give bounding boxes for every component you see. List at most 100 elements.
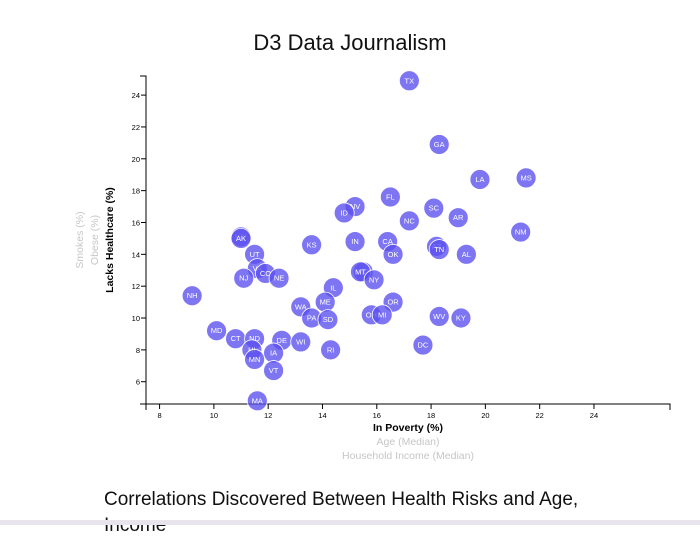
state-point[interactable]: KS: [301, 234, 323, 256]
state-circle[interactable]: [206, 320, 227, 342]
y-tick-label: 14: [132, 250, 140, 259]
state-circle[interactable]: [246, 390, 268, 412]
state-circle[interactable]: [398, 210, 420, 232]
state-point[interactable]: SD: [317, 309, 339, 331]
state-circle[interactable]: [412, 334, 434, 356]
y-axis-line: [140, 75, 147, 405]
state-circle[interactable]: [428, 306, 450, 327]
state-point[interactable]: NH: [181, 285, 203, 307]
y-tick-label: 12: [132, 282, 140, 291]
state-point[interactable]: SC: [423, 197, 445, 219]
state-circle[interactable]: [447, 207, 469, 229]
state-point[interactable]: TX: [398, 70, 420, 92]
state-point[interactable]: WV: [428, 306, 450, 327]
data-points: TXGALAMSFLNVIDSCNCARNMWYAKKSINCAAZTNOKAL…: [181, 70, 537, 412]
x-tick-label: 24: [590, 411, 598, 420]
state-point[interactable]: IA: [263, 342, 285, 364]
axis-titles: In Poverty (%) Age (Median) Household Inco…: [74, 187, 474, 462]
state-circle[interactable]: [290, 331, 312, 353]
state-point[interactable]: KY: [450, 307, 472, 329]
x-axis-title[interactable]: Age (Median): [376, 436, 439, 448]
state-circle[interactable]: [230, 228, 252, 249]
state-circle[interactable]: [314, 291, 336, 313]
state-point[interactable]: ME: [314, 291, 336, 313]
state-circle[interactable]: [423, 197, 445, 219]
state-circle[interactable]: [317, 309, 339, 331]
state-circle[interactable]: [428, 134, 450, 155]
state-point[interactable]: NJ: [233, 267, 255, 289]
y-axis-title[interactable]: Obese (%): [89, 215, 101, 265]
state-circle[interactable]: [263, 360, 285, 381]
x-axis: 8 10 12 14 16 18 20 22 24: [145, 403, 671, 420]
state-point[interactable]: NE: [268, 267, 290, 289]
state-point[interactable]: AK: [230, 228, 252, 249]
state-point[interactable]: LA: [469, 169, 491, 190]
page-title: D3 Data Journalism: [253, 30, 447, 55]
state-point[interactable]: VT: [263, 360, 285, 381]
state-circle[interactable]: [469, 169, 491, 190]
state-point[interactable]: IN: [344, 231, 366, 252]
state-circle[interactable]: [333, 202, 355, 224]
state-point[interactable]: OK: [382, 243, 404, 265]
state-circle[interactable]: [268, 267, 290, 289]
state-point[interactable]: TN: [428, 239, 450, 260]
state-circle[interactable]: [398, 70, 420, 92]
x-tick-label: 12: [264, 411, 272, 420]
state-circle[interactable]: [510, 221, 532, 243]
y-tick-label: 6: [136, 378, 140, 387]
y-axis-title[interactable]: Smokes (%): [74, 211, 86, 268]
state-circle[interactable]: [428, 239, 450, 260]
state-circle[interactable]: [382, 243, 404, 265]
state-circle[interactable]: [263, 342, 285, 364]
state-point[interactable]: NY: [363, 269, 385, 291]
x-tick-label: 16: [373, 411, 381, 420]
state-point[interactable]: RI: [320, 339, 342, 361]
state-point[interactable]: NM: [510, 221, 532, 243]
y-axis: 6 8 10 12 14 16 18 20 22 24: [132, 75, 147, 405]
x-tick-label: 8: [157, 411, 161, 420]
state-point[interactable]: MN: [244, 349, 266, 370]
state-circle[interactable]: [371, 304, 393, 326]
state-circle[interactable]: [515, 167, 537, 189]
state-point[interactable]: MI: [371, 304, 393, 326]
y-tick-label: 20: [132, 155, 140, 164]
x-tick-label: 20: [481, 411, 489, 420]
state-circle[interactable]: [244, 349, 266, 370]
state-circle[interactable]: [455, 243, 477, 265]
state-circle[interactable]: [181, 285, 203, 307]
x-tick-label: 22: [536, 411, 544, 420]
scatter-chart: 6 8 10 12 14 16 18 20 22 24 8 10 12 14 16 18 20 22 24 TX G…: [74, 70, 671, 462]
analysis-heading: Correlations Discovered Between Health R…: [104, 489, 579, 536]
state-point[interactable]: AL: [455, 243, 477, 265]
x-axis-line: [145, 403, 671, 410]
state-point[interactable]: WI: [290, 331, 312, 353]
y-tick-label: 8: [136, 346, 140, 355]
x-tick-label: 10: [210, 411, 218, 420]
y-tick-label: 24: [132, 91, 140, 100]
state-circle[interactable]: [301, 234, 323, 256]
y-tick-label: 22: [132, 123, 140, 132]
x-axis-title[interactable]: In Poverty (%): [373, 422, 443, 434]
state-point[interactable]: DC: [412, 334, 434, 356]
state-circle[interactable]: [233, 267, 255, 289]
x-axis-title[interactable]: Household Income (Median): [342, 450, 474, 462]
state-circle[interactable]: [450, 307, 472, 329]
state-circle[interactable]: [320, 339, 342, 361]
y-axis-title[interactable]: Lacks Healthcare (%): [104, 187, 116, 293]
x-tick-label: 14: [318, 411, 326, 420]
state-point[interactable]: FL: [379, 186, 401, 208]
y-tick-label: 16: [132, 218, 140, 227]
state-point[interactable]: MD: [206, 320, 227, 342]
state-circle[interactable]: [379, 186, 401, 208]
state-point[interactable]: MS: [515, 167, 537, 189]
y-tick-label: 18: [132, 187, 140, 196]
state-point[interactable]: ID: [333, 202, 355, 224]
state-circle[interactable]: [363, 269, 385, 291]
y-tick-label: 10: [132, 314, 140, 323]
state-point[interactable]: GA: [428, 134, 450, 155]
state-point[interactable]: NC: [398, 210, 420, 232]
state-point[interactable]: MA: [246, 390, 268, 412]
state-circle[interactable]: [344, 231, 366, 252]
state-point[interactable]: AR: [447, 207, 469, 229]
bottom-strip: [0, 520, 700, 525]
